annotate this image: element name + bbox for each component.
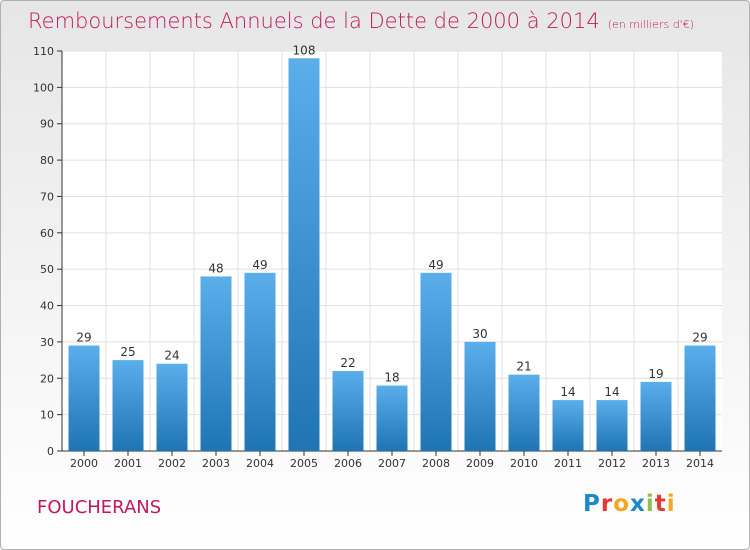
chart-title: Remboursements Annuels de la Dette de 20… [28, 9, 694, 33]
y-tick-label: 10 [40, 409, 54, 422]
unit-label: (en milliers d'€) [607, 18, 694, 31]
x-tick-label: 2008 [422, 457, 450, 470]
value-label: 48 [208, 261, 223, 275]
value-label: 25 [120, 345, 135, 359]
value-label: 108 [293, 43, 316, 57]
y-tick-label: 20 [40, 372, 54, 385]
logo-letter: o [613, 491, 631, 517]
title-text: Remboursements Annuels de la Dette de 20… [28, 9, 600, 33]
y-tick-label: 70 [40, 190, 54, 203]
value-label: 19 [648, 367, 663, 381]
bar-2009 [464, 341, 496, 451]
y-tick-label: 0 [47, 445, 54, 458]
x-tick-label: 2011 [554, 457, 582, 470]
x-tick-label: 2003 [202, 457, 230, 470]
x-tick-label: 2010 [510, 457, 538, 470]
bar-2000 [68, 345, 100, 451]
x-tick-label: 2012 [598, 457, 626, 470]
bar-2003 [200, 276, 232, 451]
value-label: 14 [560, 385, 575, 399]
bar-2014 [684, 345, 716, 451]
value-label: 14 [604, 385, 619, 399]
logo-letter: r [600, 491, 614, 517]
x-tick-label: 2001 [114, 457, 142, 470]
y-tick-label: 60 [40, 227, 54, 240]
y-tick-label: 90 [40, 118, 54, 131]
y-tick-label: 100 [33, 81, 54, 94]
logo-letter: x [630, 491, 646, 517]
proxiti-logo[interactable]: Proxiti [583, 491, 676, 517]
bar-2005 [288, 58, 320, 451]
y-tick-label: 50 [40, 263, 54, 276]
y-tick-label: 80 [40, 154, 54, 167]
value-label: 29 [692, 331, 707, 345]
logo-letter: t [654, 491, 667, 517]
logo-letter: i [666, 491, 676, 517]
x-tick-label: 2004 [246, 457, 274, 470]
value-label: 49 [252, 258, 267, 272]
value-label: 21 [516, 360, 531, 374]
bar-2008 [420, 272, 452, 451]
x-tick-label: 2009 [466, 457, 494, 470]
y-tick-label: 110 [33, 45, 54, 58]
bars [68, 58, 716, 451]
bar-2002 [156, 363, 188, 451]
bar-2011 [552, 400, 584, 451]
y-tick-label: 30 [40, 336, 54, 349]
value-label: 49 [428, 258, 443, 272]
x-tick-label: 2002 [158, 457, 186, 470]
logo-letter: i [645, 491, 655, 517]
value-label: 22 [340, 356, 355, 370]
logo-letter: P [583, 491, 601, 517]
bar-2006 [332, 371, 364, 451]
value-label: 29 [76, 331, 91, 345]
bar-2004 [244, 272, 276, 451]
x-tick-label: 2006 [334, 457, 362, 470]
value-label: 18 [384, 371, 399, 385]
value-label: 24 [164, 349, 179, 363]
bar-2010 [508, 374, 540, 451]
bar-2007 [376, 385, 408, 451]
value-label: 30 [472, 327, 487, 341]
labels: 0 10 20 30 40 50 60 70 80 90 100 110 29 2000 25 2001 24 2… [33, 43, 714, 470]
commune-name: FOUCHERANS [37, 497, 162, 518]
x-tick-label: 2014 [686, 457, 714, 470]
y-tick-label: 40 [40, 300, 54, 313]
x-tick-label: 2013 [642, 457, 670, 470]
bar-2012 [596, 400, 628, 451]
x-tick-label: 2005 [290, 457, 318, 470]
bar-2013 [640, 381, 672, 451]
x-tick-label: 2007 [378, 457, 406, 470]
x-tick-label: 2000 [70, 457, 98, 470]
bar-2001 [112, 360, 144, 451]
